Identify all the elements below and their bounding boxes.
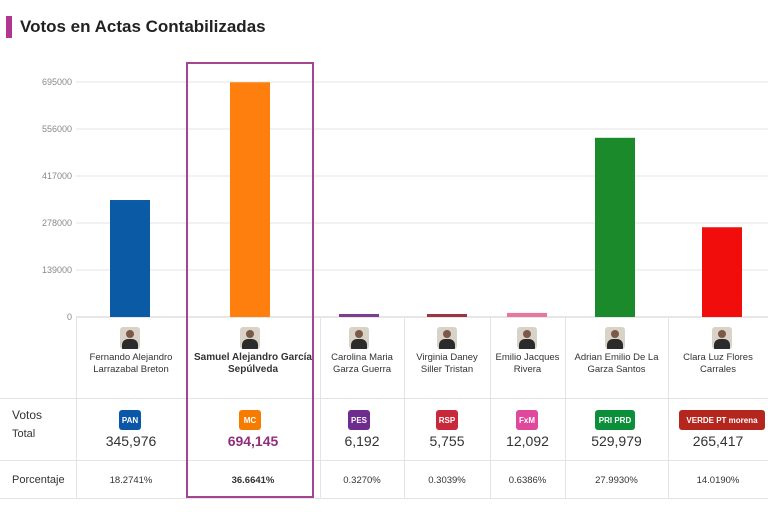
y-tick-label: 278000: [42, 218, 72, 228]
table-column-divider: [76, 318, 77, 498]
table-column-divider: [320, 318, 321, 498]
candidate-percent: 36.6641%: [231, 475, 275, 486]
candidate-photo: [349, 327, 369, 349]
candidate-percent: 27.9930%: [595, 475, 638, 486]
bar: [230, 82, 270, 318]
table-column-divider: [668, 318, 669, 498]
candidate-photo: [712, 327, 732, 349]
votes-row-label: Votos: [12, 408, 43, 422]
candidate-name: Emilio Jacques Rivera: [495, 352, 560, 375]
candidate-votes: 6,192: [344, 433, 380, 449]
candidate-votes: 694,145: [227, 433, 279, 449]
candidate-photo: [437, 327, 457, 349]
candidate-photo: [120, 327, 140, 349]
candidate-percent: 0.3270%: [343, 475, 381, 486]
party-logo-icon: VERDE PT morena: [679, 410, 765, 430]
candidate-percent: 0.3039%: [428, 475, 466, 486]
y-tick-label: 0: [67, 312, 72, 320]
y-tick-label: 417000: [42, 171, 72, 181]
title-accent-bar: [6, 16, 12, 38]
y-tick-label: 556000: [42, 124, 72, 134]
table-divider: [0, 460, 768, 461]
bar: [110, 200, 150, 317]
party-logo-icon: FxM: [516, 410, 538, 430]
table-column-divider: [565, 318, 566, 498]
table-column-divider: [404, 318, 405, 498]
y-tick-label: 695000: [42, 77, 72, 87]
bar: [507, 312, 547, 317]
candidate-votes: 5,755: [429, 433, 465, 449]
party-logo-icon: RSP: [436, 410, 458, 430]
candidate-name: Clara Luz Flores Carrales: [683, 352, 753, 375]
candidate-photo: [517, 327, 537, 349]
page-title: Votos en Actas Contabilizadas: [20, 17, 266, 36]
candidate-percent: 18.2741%: [109, 475, 153, 486]
candidate-votes: 345,976: [105, 433, 157, 449]
candidate-percent: 14.0190%: [696, 475, 740, 486]
y-tick-label: 139000: [42, 265, 72, 275]
bar: [702, 227, 742, 317]
bar: [339, 314, 379, 317]
candidate-photo: [240, 327, 260, 349]
vote-bar-chart: 0 139000 278000 417000 556000 695000: [42, 77, 768, 320]
candidate-votes: 265,417: [692, 433, 744, 449]
party-logo-icon: PES: [348, 410, 370, 430]
party-logo-icon: MC: [239, 410, 261, 430]
candidate-name: Samuel Alejandro García Sepúlveda: [193, 352, 312, 375]
candidate-votes: 529,979: [591, 433, 642, 449]
candidate-name: Carolina Maria Garza Guerra: [331, 352, 393, 375]
candidate-name: Virginia Daney Siller Tristan: [416, 352, 478, 375]
table-column-divider: [490, 318, 491, 498]
table-divider: [0, 398, 768, 399]
candidate-photo: [605, 327, 625, 349]
total-row-label: Total: [12, 428, 36, 440]
candidate-name: Adrian Emilio De La Garza Santos: [574, 352, 659, 375]
bar: [595, 137, 635, 317]
winner-highlight-box: [186, 62, 314, 498]
table-divider: [0, 498, 768, 499]
candidate-percent: 0.6386%: [508, 475, 547, 486]
party-logo-icon: PRI PRD: [595, 410, 635, 430]
party-logo-icon: PAN: [119, 410, 141, 430]
percent-row-label: Porcentaje: [12, 474, 65, 486]
candidate-name: Fernando Alejandro Larrazabal Breton: [89, 352, 173, 375]
candidate-votes: 12,092: [506, 433, 549, 449]
bar: [427, 314, 467, 317]
